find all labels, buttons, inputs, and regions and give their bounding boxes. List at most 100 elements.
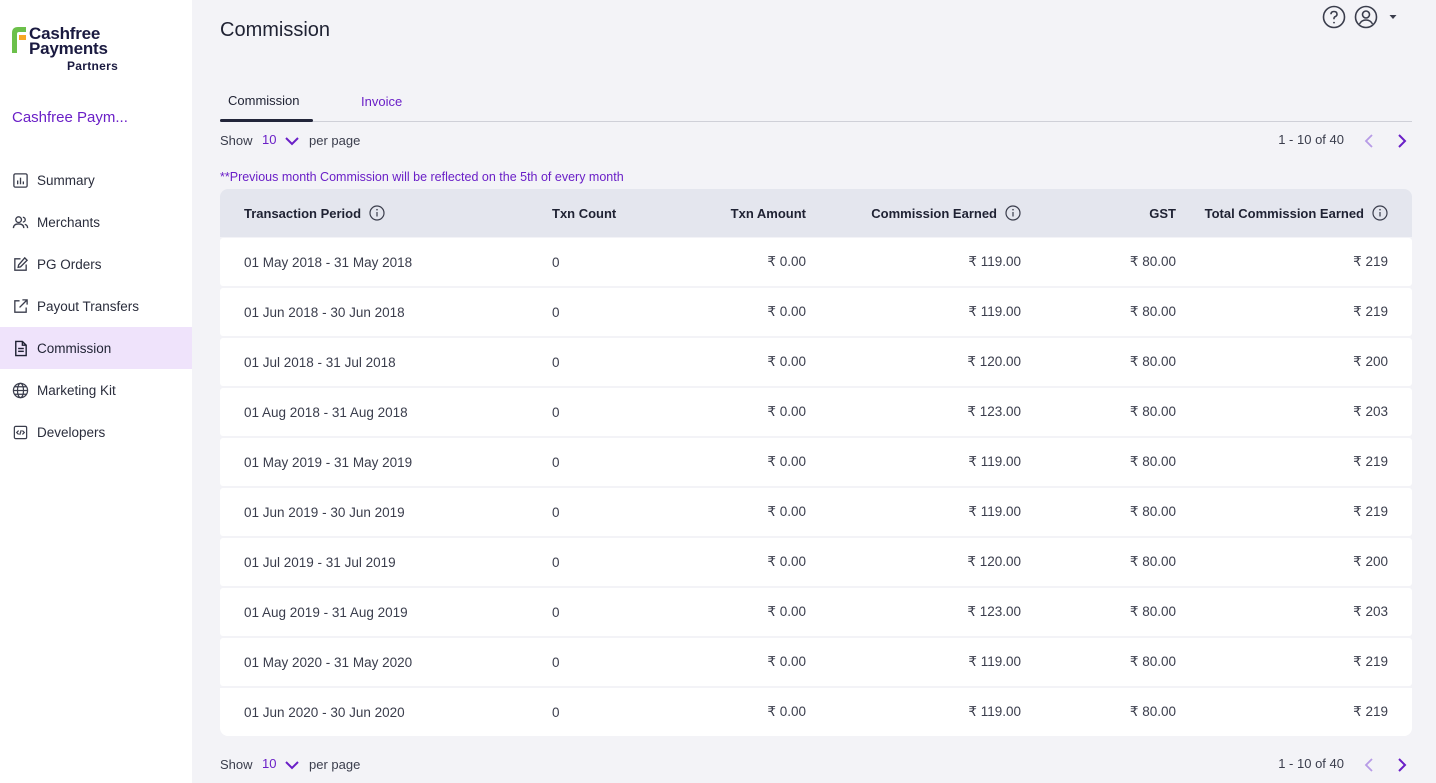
cell-gst: ₹ 80.00 <box>1129 704 1176 719</box>
cell-txn-amount: ₹ 0.00 <box>767 354 806 369</box>
cell-gst: ₹ 80.00 <box>1129 504 1176 519</box>
cell-gst: ₹ 80.00 <box>1129 404 1176 419</box>
tab-commission[interactable]: Commission <box>228 93 300 108</box>
cell-txn-count: 0 <box>552 504 560 520</box>
cell-gst: ₹ 80.00 <box>1129 604 1176 619</box>
cell-gst: ₹ 80.00 <box>1129 554 1176 569</box>
sidebar-item-marketing-kit[interactable]: Marketing Kit <box>0 369 192 411</box>
cell-txn-count: 0 <box>552 404 560 420</box>
user-account-icon[interactable] <box>1354 5 1378 29</box>
organization-name[interactable]: Cashfree Paym... <box>12 109 128 126</box>
sidebar-item-payout-transfers[interactable]: Payout Transfers <box>0 285 192 327</box>
chevron-down-icon[interactable] <box>1388 12 1398 22</box>
chevron-left-icon[interactable] <box>1362 133 1376 149</box>
per-page-value[interactable]: 10 <box>262 756 277 771</box>
users-icon <box>11 213 29 231</box>
cell-commission: ₹ 119.00 <box>968 654 1021 669</box>
page-range: 1 - 10 of 40 <box>1278 756 1344 771</box>
sidebar-item-merchants[interactable]: Merchants <box>0 201 192 243</box>
per-page-value[interactable]: 10 <box>262 132 277 147</box>
table-row[interactable]: 01 Aug 2019 - 31 Aug 2019 0 ₹ 0.00 ₹ 123… <box>220 588 1412 636</box>
info-icon[interactable] <box>1005 205 1021 221</box>
info-icon[interactable] <box>369 205 385 221</box>
tab-invoice[interactable]: Invoice <box>361 94 403 109</box>
cell-txn-count: 0 <box>552 454 560 470</box>
cell-txn-count: 0 <box>552 304 560 320</box>
cell-txn-amount: ₹ 0.00 <box>767 404 806 419</box>
sidebar-item-label: Developers <box>37 424 106 440</box>
cell-total: ₹ 200 <box>1353 554 1388 569</box>
cell-period: 01 May 2020 - 31 May 2020 <box>244 654 413 670</box>
column-header-total-commission: Total Commission Earned <box>1205 189 1388 237</box>
cell-total: ₹ 219 <box>1353 304 1388 319</box>
page-title: Commission <box>220 19 331 41</box>
cell-period: 01 May 2019 - 31 May 2019 <box>244 454 413 470</box>
chevron-right-icon[interactable] <box>1395 757 1409 773</box>
cell-txn-count: 0 <box>552 654 560 670</box>
cell-txn-count: 0 <box>552 704 560 720</box>
table-row[interactable]: 01 Jun 2019 - 30 Jun 2019 0 ₹ 0.00 ₹ 119… <box>220 488 1412 536</box>
chevron-down-icon[interactable] <box>284 759 300 771</box>
sidebar-item-label: PG Orders <box>37 256 102 272</box>
sidebar: Cashfree Payments Partners Cashfree Paym… <box>0 0 192 783</box>
info-icon[interactable] <box>1372 205 1388 221</box>
cell-commission: ₹ 119.00 <box>968 704 1021 719</box>
sidebar-item-pg-orders[interactable]: PG Orders <box>0 243 192 285</box>
table-row[interactable]: 01 Jun 2020 - 30 Jun 2020 0 ₹ 0.00 ₹ 119… <box>220 688 1412 736</box>
cell-txn-amount: ₹ 0.00 <box>767 254 806 269</box>
sidebar-item-label: Payout Transfers <box>37 298 140 314</box>
sidebar-item-summary[interactable]: Summary <box>0 159 192 201</box>
cell-gst: ₹ 80.00 <box>1129 254 1176 269</box>
logo-text-line1: Cashfree <box>29 24 101 43</box>
cell-commission: ₹ 120.00 <box>967 354 1021 369</box>
column-header-txn-amount: Txn Amount <box>730 205 806 221</box>
cell-txn-amount: ₹ 0.00 <box>767 304 806 319</box>
table-row[interactable]: 01 May 2018 - 31 May 2018 0 ₹ 0.00 ₹ 119… <box>220 238 1412 286</box>
table-row[interactable]: 01 Jul 2019 - 31 Jul 2019 0 ₹ 0.00 ₹ 120… <box>220 538 1412 586</box>
help-icon[interactable] <box>1322 5 1346 29</box>
bar-chart-icon <box>11 171 29 189</box>
cell-total: ₹ 200 <box>1353 354 1388 369</box>
cell-period: 01 Jul 2019 - 31 Jul 2019 <box>244 554 396 570</box>
cell-total: ₹ 203 <box>1353 604 1388 619</box>
table-header: Transaction Period Txn Count Txn Amount … <box>220 189 1412 237</box>
pagination-bottom: Show 10 per page 1 - 10 of 40 <box>220 755 1412 775</box>
table-row[interactable]: 01 Jun 2018 - 30 Jun 2018 0 ₹ 0.00 ₹ 119… <box>220 288 1412 336</box>
cell-txn-amount: ₹ 0.00 <box>767 454 806 469</box>
table-row[interactable]: 01 May 2019 - 31 May 2019 0 ₹ 0.00 ₹ 119… <box>220 438 1412 486</box>
logo-text-line3: Partners <box>67 59 119 73</box>
sidebar-item-label: Marketing Kit <box>37 382 116 398</box>
sidebar-item-label: Merchants <box>37 214 101 230</box>
cell-period: 01 Jun 2019 - 30 Jun 2019 <box>244 504 405 520</box>
export-icon <box>11 297 29 315</box>
globe-icon <box>11 381 29 399</box>
per-page-label: per page <box>309 757 361 772</box>
cell-commission: ₹ 119.00 <box>968 304 1021 319</box>
cell-period: 01 Jul 2018 - 31 Jul 2018 <box>244 354 396 370</box>
cell-period: 01 Aug 2019 - 31 Aug 2019 <box>244 604 408 620</box>
table-body: 01 May 2018 - 31 May 2018 0 ₹ 0.00 ₹ 119… <box>220 238 1412 738</box>
table-row[interactable]: 01 May 2020 - 31 May 2020 0 ₹ 0.00 ₹ 119… <box>220 638 1412 686</box>
header-actions <box>1322 5 1398 29</box>
cell-total: ₹ 219 <box>1353 654 1388 669</box>
sidebar-item-commission[interactable]: Commission <box>0 327 192 369</box>
chevron-down-icon[interactable] <box>284 135 300 147</box>
show-label: Show <box>220 757 253 772</box>
sidebar-item-developers[interactable]: Developers <box>0 411 192 453</box>
code-icon <box>11 423 29 441</box>
document-icon <box>11 339 29 357</box>
chevron-left-icon[interactable] <box>1362 757 1376 773</box>
table-row[interactable]: 01 Aug 2018 - 31 Aug 2018 0 ₹ 0.00 ₹ 123… <box>220 388 1412 436</box>
sidebar-item-label: Summary <box>37 172 95 188</box>
logo-text-line2: Payments <box>29 39 108 58</box>
cell-total: ₹ 219 <box>1353 454 1388 469</box>
cell-txn-amount: ₹ 0.00 <box>767 554 806 569</box>
cashfree-logo[interactable]: Cashfree Payments Partners <box>12 25 142 75</box>
column-header-commission-earned: Commission Earned <box>871 189 1021 237</box>
per-page-label: per page <box>309 133 361 148</box>
cell-txn-amount: ₹ 0.00 <box>767 704 806 719</box>
chevron-right-icon[interactable] <box>1395 133 1409 149</box>
table-row[interactable]: 01 Jul 2018 - 31 Jul 2018 0 ₹ 0.00 ₹ 120… <box>220 338 1412 386</box>
cell-gst: ₹ 80.00 <box>1129 304 1176 319</box>
cell-total: ₹ 219 <box>1353 504 1388 519</box>
